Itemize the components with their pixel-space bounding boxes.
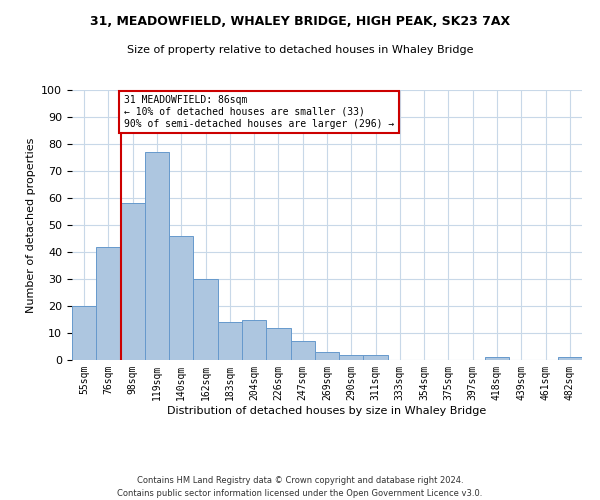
- Bar: [339, 354, 364, 360]
- Bar: [72, 306, 96, 360]
- Bar: [193, 279, 218, 360]
- Bar: [290, 341, 315, 360]
- Bar: [364, 354, 388, 360]
- Text: 31 MEADOWFIELD: 86sqm
← 10% of detached houses are smaller (33)
90% of semi-deta: 31 MEADOWFIELD: 86sqm ← 10% of detached …: [124, 96, 394, 128]
- Bar: [145, 152, 169, 360]
- Text: 31, MEADOWFIELD, WHALEY BRIDGE, HIGH PEAK, SK23 7AX: 31, MEADOWFIELD, WHALEY BRIDGE, HIGH PEA…: [90, 15, 510, 28]
- Bar: [218, 322, 242, 360]
- Text: Size of property relative to detached houses in Whaley Bridge: Size of property relative to detached ho…: [127, 45, 473, 55]
- Bar: [169, 236, 193, 360]
- Bar: [242, 320, 266, 360]
- Bar: [315, 352, 339, 360]
- Y-axis label: Number of detached properties: Number of detached properties: [26, 138, 36, 312]
- X-axis label: Distribution of detached houses by size in Whaley Bridge: Distribution of detached houses by size …: [167, 406, 487, 415]
- Bar: [266, 328, 290, 360]
- Bar: [121, 204, 145, 360]
- Bar: [96, 246, 121, 360]
- Text: Contains HM Land Registry data © Crown copyright and database right 2024.
Contai: Contains HM Land Registry data © Crown c…: [118, 476, 482, 498]
- Bar: [558, 358, 582, 360]
- Bar: [485, 358, 509, 360]
